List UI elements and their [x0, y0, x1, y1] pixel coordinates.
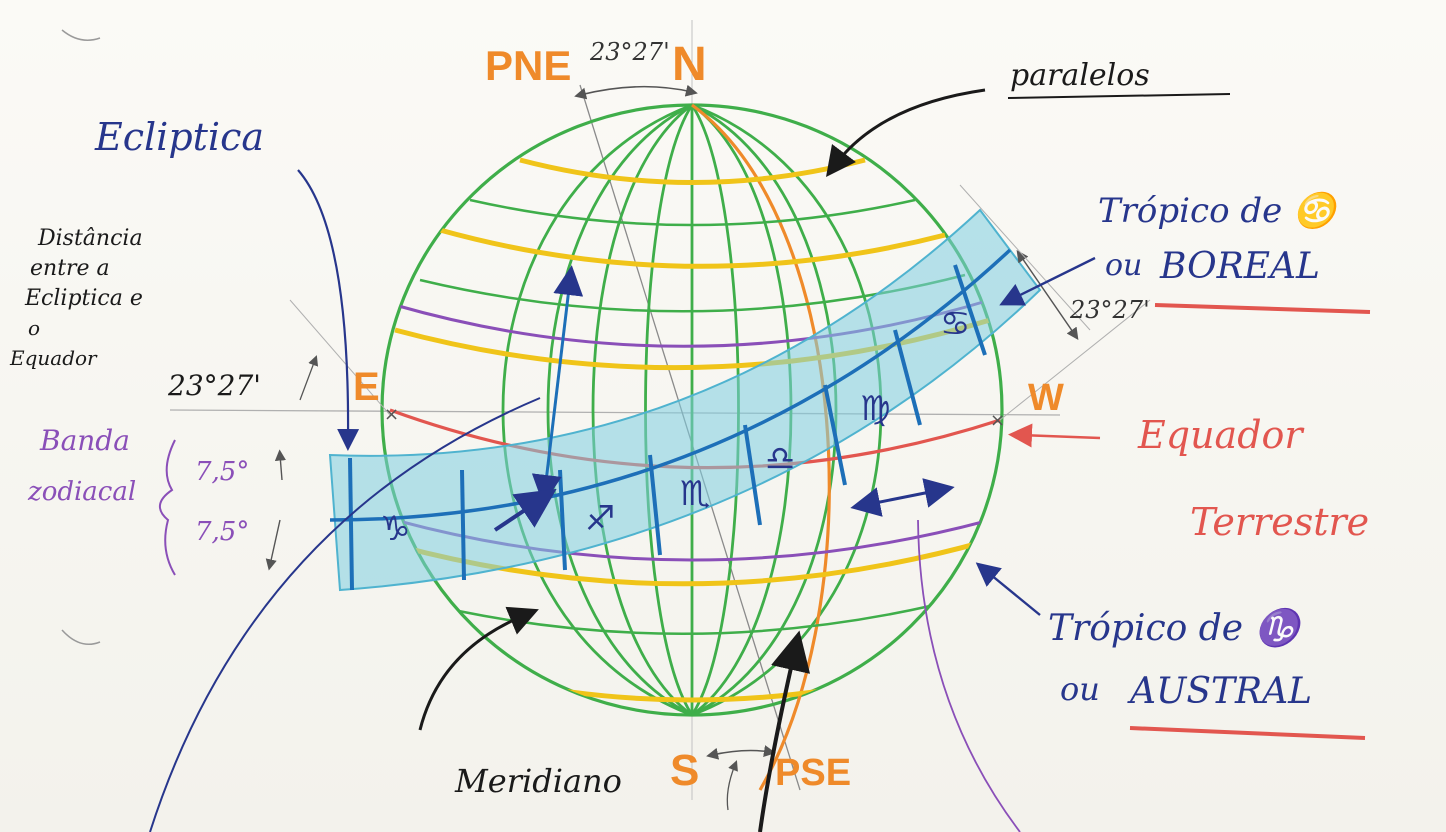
distancia-line-3: Ecliptica e — [24, 286, 143, 311]
bottom-angle-arc — [706, 745, 776, 760]
tropico-boreal-line-2: ou — [1105, 248, 1142, 283]
banda-line-2: zodiacal — [27, 477, 136, 507]
top-angle-label: 23°27' — [589, 38, 670, 66]
meridiano-pointer — [418, 606, 539, 731]
paralelos-label: paralelos — [1010, 58, 1150, 93]
tropico-austral-line-1: Trópico de ♑ — [1048, 607, 1306, 649]
left-reference-line — [289, 299, 391, 416]
pse-label: PSE — [775, 752, 851, 794]
sign-cancer: ♋ — [940, 304, 970, 344]
austral-label: AUSTRAL — [1127, 671, 1312, 712]
austral-underline — [1129, 726, 1366, 740]
band-lower-degree: 7,5° — [195, 517, 249, 547]
ecliptica-label: Ecliptica — [94, 115, 264, 159]
equador-pointer — [1008, 423, 1101, 448]
paralelos-pointer — [825, 88, 986, 177]
tropico-boreal-line-1: Trópico de ♋ — [1098, 191, 1342, 231]
distancia-line-5: Equador — [9, 346, 98, 370]
e-label: E — [353, 365, 380, 409]
band-upper-degree: 7,5° — [195, 457, 249, 487]
distancia-line-4: o — [28, 316, 40, 340]
equador-line-1: Equador — [1137, 413, 1305, 457]
sun-direction-arrow — [493, 488, 557, 532]
inclination-arrow — [531, 265, 584, 505]
sign-sagittarius: ♐ — [585, 499, 615, 539]
tropico-austral-line-2: ou — [1060, 670, 1100, 708]
top-angle-arc — [574, 84, 698, 100]
boreal-underline — [1154, 303, 1371, 314]
distancia-line-2: entre a — [30, 256, 110, 281]
s-label: S — [670, 746, 699, 795]
sign-scorpio: ♏ — [680, 474, 710, 514]
bottom-angle-pointer — [726, 760, 738, 811]
banda-brace — [159, 439, 176, 576]
right-reference-line — [959, 184, 1091, 331]
tropic-extension-line — [917, 519, 1021, 832]
sign-virgo: ♍ — [860, 389, 890, 429]
right-angle-label: 23°27' — [1069, 296, 1150, 324]
boreal-pointer — [999, 256, 1096, 306]
page-mark-top — [61, 29, 101, 41]
orange-meridian-pointer — [758, 630, 811, 832]
page-mark-bottom — [61, 629, 101, 645]
boreal-label: BOREAL — [1159, 246, 1320, 287]
zodiac-signs: ♑ ♐ ♏ ♎ ♍ ♋ — [380, 304, 970, 549]
tropic-gap-arrow — [850, 478, 955, 517]
horizon-line — [169, 409, 1061, 416]
w-label: W — [1028, 377, 1064, 419]
ecliptic-line — [329, 248, 1012, 522]
right-angle-arrow — [1016, 250, 1079, 340]
right-ecliptic-extension — [999, 299, 1151, 421]
left-angle-arrow-top — [299, 355, 319, 401]
distancia-line-1: Distância — [37, 226, 143, 251]
sign-capricorn: ♑ — [380, 509, 410, 549]
equador-line-2: Terrestre — [1190, 500, 1369, 544]
ecliptica-pointer — [297, 169, 360, 451]
ecliptic-extension — [149, 397, 541, 832]
pne-label: PNE — [485, 42, 571, 89]
n-label: N — [672, 38, 707, 91]
band-lower-arrow — [265, 519, 281, 571]
e-intersection-mark: × — [384, 404, 399, 425]
left-angle-label: 23°27' — [167, 369, 261, 402]
band-upper-arrow — [274, 449, 287, 481]
meridiano-label: Meridiano — [454, 762, 622, 800]
austral-pointer — [975, 562, 1041, 616]
w-intersection-mark: × — [990, 410, 1005, 431]
sign-libra: ♎ — [765, 439, 795, 479]
paralelos-underline — [1007, 93, 1231, 99]
banda-line-1: Banda — [39, 424, 130, 457]
